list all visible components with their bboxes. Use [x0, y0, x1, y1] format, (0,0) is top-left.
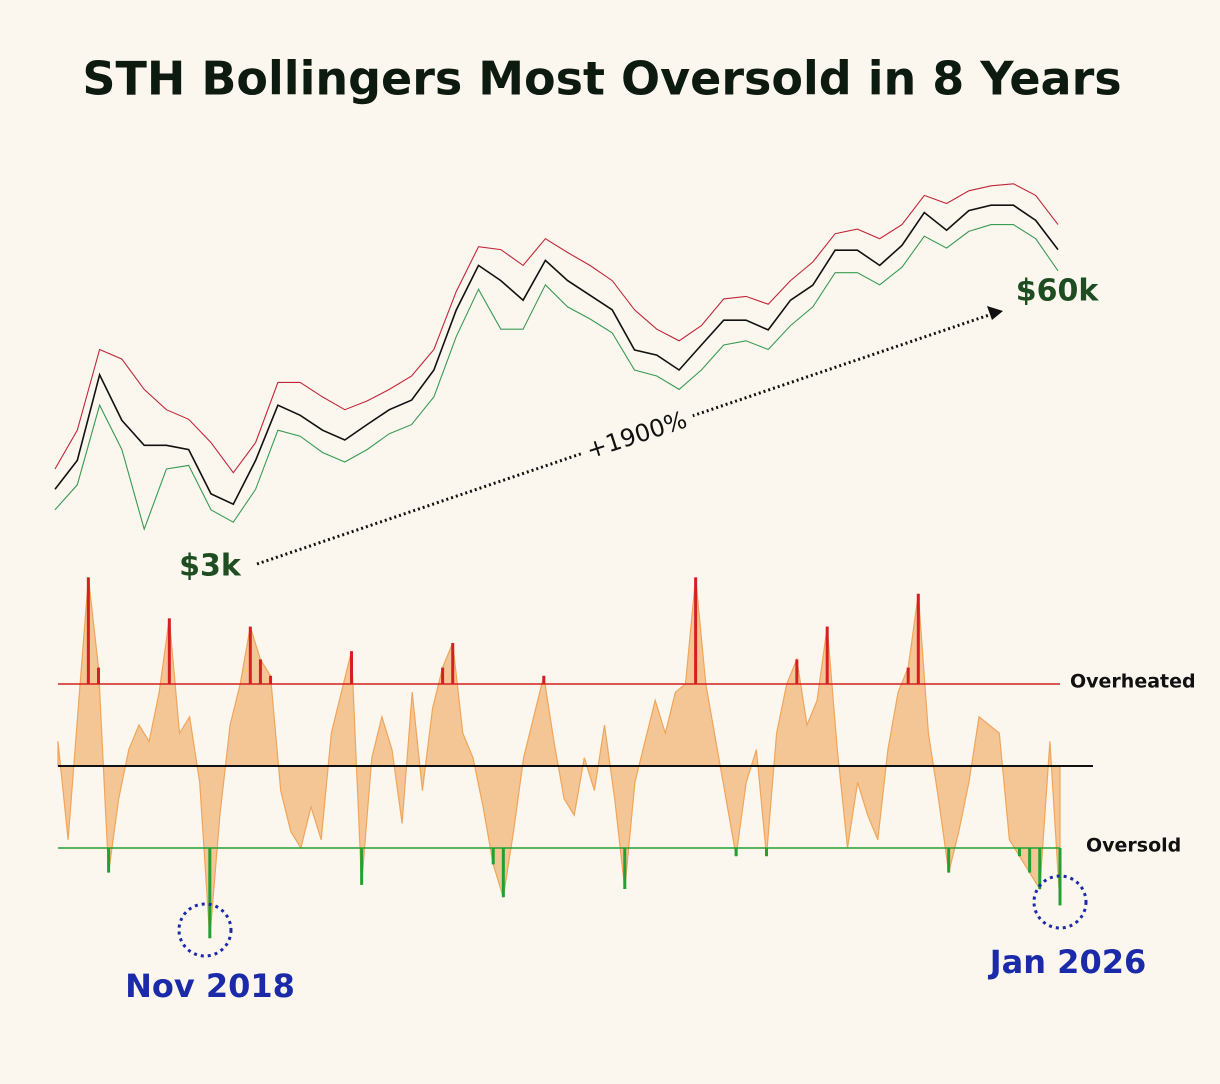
annotation: $3k: [179, 549, 242, 584]
level-label: Overheated: [1070, 671, 1196, 693]
arrow-head: [987, 306, 1003, 320]
annotation: $60k: [1016, 274, 1100, 309]
annotation: +1900%: [583, 406, 691, 465]
series-line: [54, 183, 1059, 474]
highlight-circle: [177, 902, 233, 958]
chart-title: STH Bollingers Most Oversold in 8 Years: [82, 52, 1121, 106]
level-label: Oversold: [1086, 835, 1181, 857]
oscillator: Overheated Oversold: [57, 577, 1196, 939]
highlight-circle: [1032, 874, 1088, 930]
series-line: [54, 224, 1059, 531]
growth-arrow: [256, 312, 993, 566]
oscillator-area: [57, 577, 1061, 939]
series-line: [54, 204, 1059, 506]
annotation: Jan 2026: [988, 943, 1146, 981]
annotation: Nov 2018: [125, 967, 295, 1005]
label-bg: [575, 400, 699, 470]
